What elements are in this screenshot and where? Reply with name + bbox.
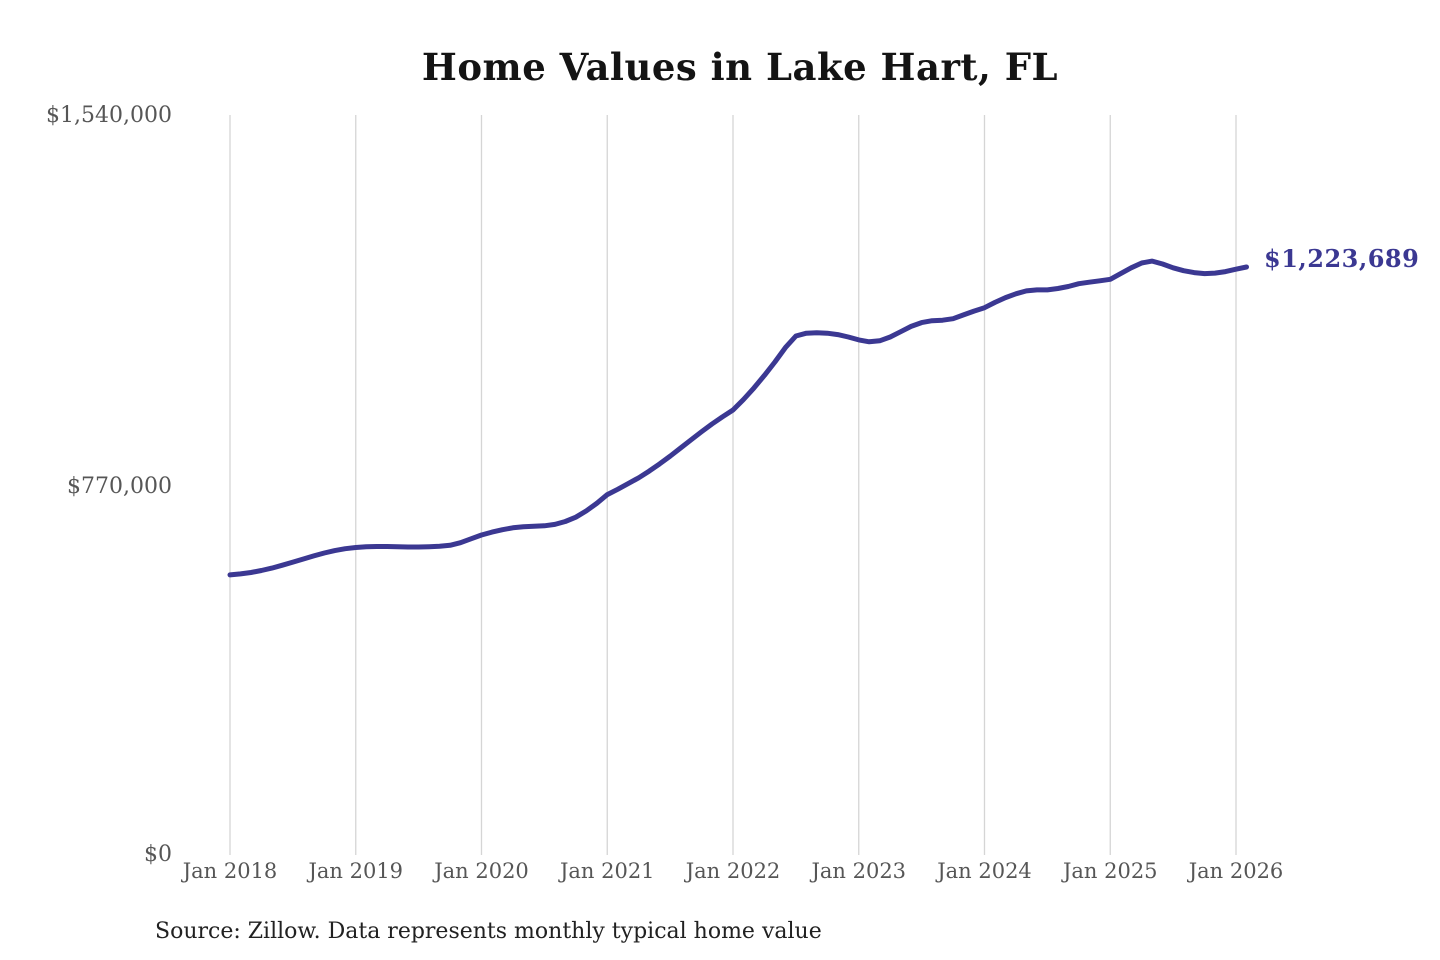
- latest-value-label: $1,223,689: [1264, 244, 1420, 273]
- y-tick-1540000: $1,540,000: [46, 103, 172, 128]
- x-tick-jan-2026: Jan 2026: [1188, 859, 1284, 883]
- x-tick-jan-2019: Jan 2019: [308, 859, 404, 883]
- x-tick-jan-2024: Jan 2024: [937, 859, 1032, 883]
- x-tick-jan-2023: Jan 2023: [811, 859, 907, 883]
- chart-title: Home Values in Lake Hart, FL: [421, 45, 1059, 89]
- gridlines: [229, 115, 1237, 855]
- x-tick-jan-2020: Jan 2020: [434, 859, 529, 883]
- x-tick-jan-2018: Jan 2018: [182, 859, 278, 883]
- x-tick-jan-2025: Jan 2025: [1062, 859, 1158, 883]
- y-tick-770000: $770,000: [67, 474, 172, 499]
- x-tick-jan-2022: Jan 2022: [685, 859, 781, 883]
- y-tick-0: $0: [144, 842, 172, 867]
- x-tick-jan-2021: Jan 2021: [559, 859, 655, 883]
- source-note: Source: Zillow. Data represents monthly …: [155, 919, 822, 944]
- home-value-line: [227, 258, 1249, 578]
